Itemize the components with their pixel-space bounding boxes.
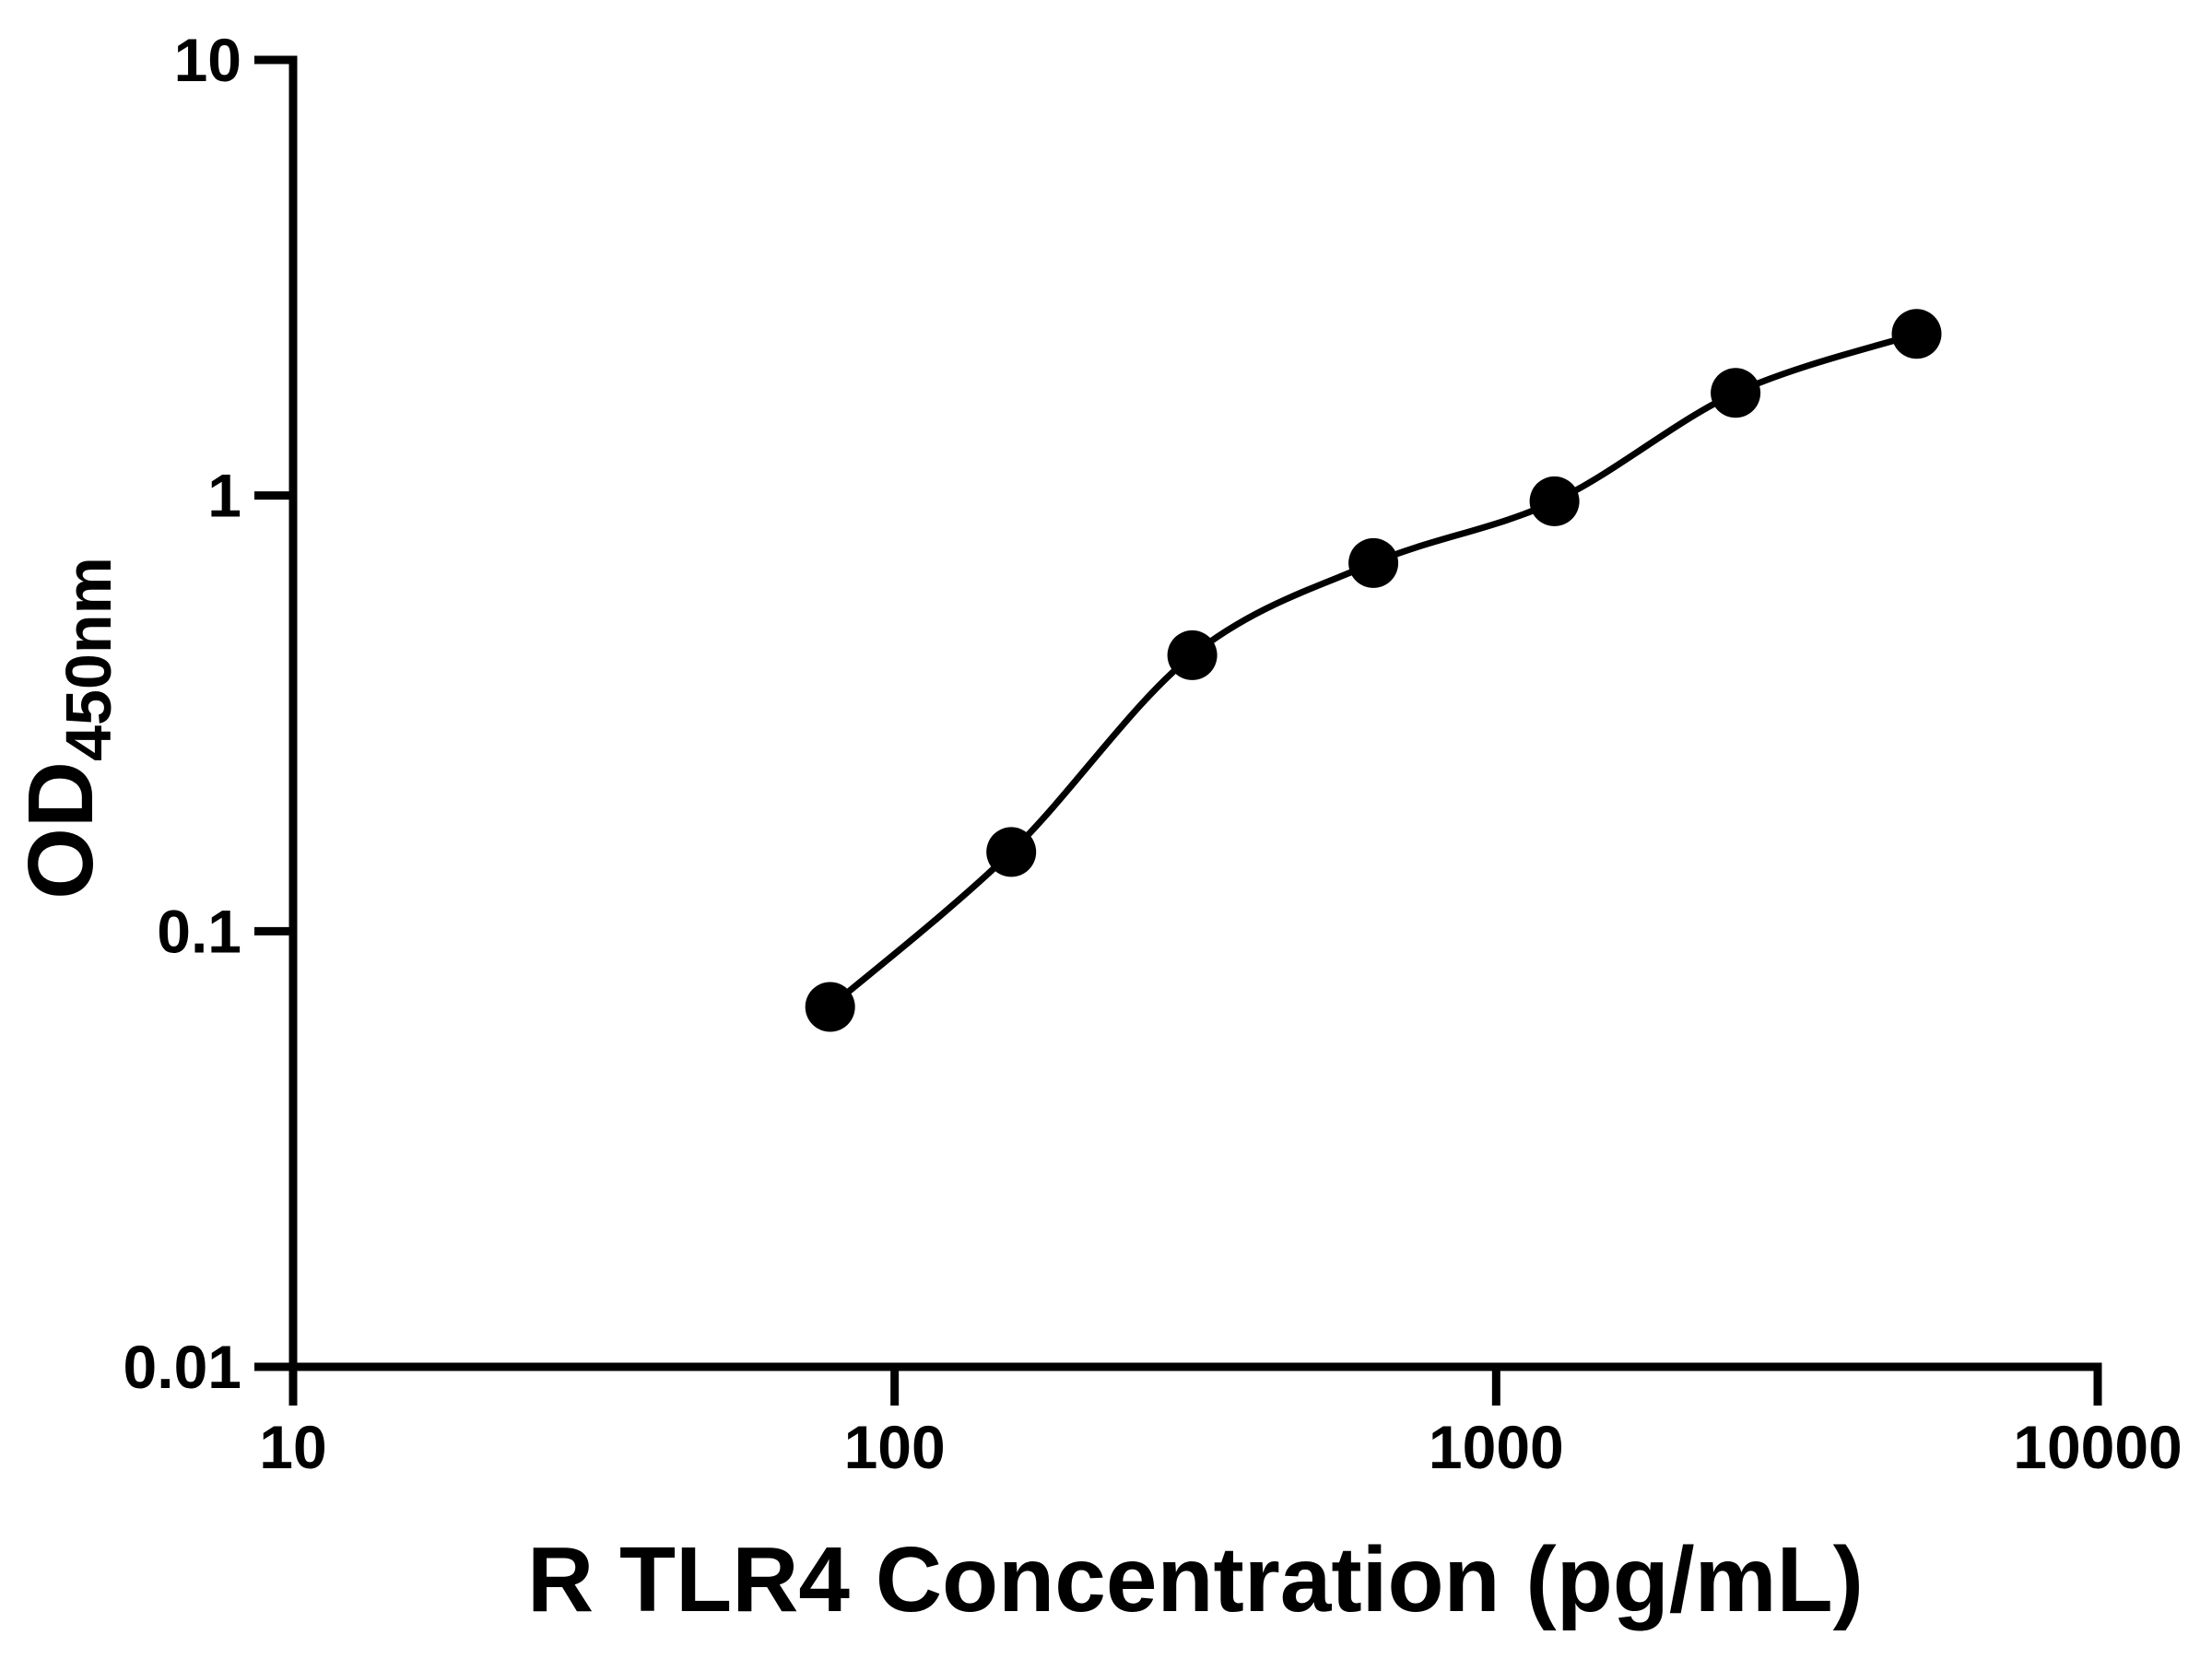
data-point — [1529, 476, 1580, 526]
y-axis-ticks: 10 1 0.1 0.01 — [124, 26, 293, 1401]
data-point — [1348, 537, 1399, 588]
axis-lines — [288, 55, 2102, 1371]
x-tick-label: 100 — [844, 1413, 946, 1481]
y-tick-label: 0.1 — [157, 897, 241, 965]
data-points-group — [805, 309, 1942, 1032]
y-axis-title-main: OD — [9, 761, 112, 900]
data-point — [805, 982, 855, 1032]
y-axis-title-sub: 450nm — [53, 557, 124, 761]
y-tick-label: 10 — [174, 26, 241, 94]
fit-curve-group — [827, 330, 1920, 1010]
data-point — [986, 827, 1037, 877]
x-tick-label: 1000 — [1429, 1413, 1564, 1481]
x-axis-ticks: 10 100 1000 10000 — [259, 1367, 2183, 1481]
y-tick-label: 1 — [207, 462, 241, 530]
x-tick-label: 10000 — [2013, 1413, 2183, 1481]
fit-curve — [827, 330, 1920, 1010]
axes — [288, 55, 2102, 1371]
data-point — [1891, 309, 1942, 359]
y-tick-label: 0.01 — [124, 1333, 241, 1401]
x-tick-label: 10 — [259, 1413, 326, 1481]
data-point — [1711, 368, 1761, 418]
y-axis-title: OD450nm — [9, 557, 124, 900]
data-point — [1167, 629, 1218, 680]
x-axis-title: R TLR4 Concentration (pg/mL) — [527, 1528, 1864, 1631]
